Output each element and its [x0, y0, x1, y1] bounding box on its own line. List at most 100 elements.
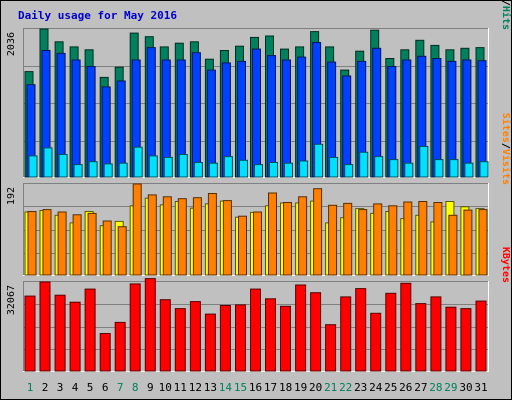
bar-files-day-12: [191, 52, 201, 178]
bar-files-day-15: [237, 60, 246, 178]
panel-legend: KBytes: [500, 247, 511, 283]
bar-pages-day-31: [479, 161, 489, 178]
x-tick-label-day-20: 20: [309, 381, 322, 394]
bar-pages-day-10: [163, 156, 173, 178]
bar-sites-day-13: [207, 193, 217, 276]
bar-sites-day-27: [418, 201, 428, 276]
bar-kbytes-day-9: [144, 278, 156, 372]
bar-pages-day-26: [404, 162, 414, 178]
bar-files-day-31: [477, 60, 487, 178]
bar-pages-day-4: [73, 164, 83, 178]
x-tick-label-day-19: 19: [294, 381, 307, 394]
bar-pages-day-27: [419, 146, 429, 178]
bar-sites-day-19: [298, 196, 308, 276]
bar-pages-day-25: [389, 159, 399, 178]
bar-files-day-30: [462, 59, 472, 178]
x-tick-label-day-2: 2: [42, 381, 49, 394]
bar-kbytes-day-15: [235, 304, 246, 372]
bar-pages-day-15: [239, 159, 248, 178]
bar-sites-day-16: [253, 211, 262, 276]
panel-legend: Pages/Files/Hits: [500, 0, 512, 30]
bar-pages-day-18: [284, 162, 293, 178]
panel-max-label: 192: [6, 187, 17, 205]
bar-kbytes-day-5: [84, 288, 96, 372]
x-tick-label-day-26: 26: [399, 381, 412, 394]
bar-kbytes-day-25: [385, 292, 397, 372]
bar-pages-day-21: [329, 156, 339, 178]
bar-files-day-7: [116, 80, 126, 178]
bar-kbytes-day-28: [430, 296, 442, 372]
bar-pages-day-20: [314, 143, 324, 178]
x-tick-label-day-24: 24: [369, 381, 383, 394]
chart-title: Daily usage for May 2016: [18, 9, 177, 22]
x-tick-label-day-1: 1: [27, 381, 34, 394]
bar-sites-day-15: [238, 215, 247, 276]
x-tick-label-day-13: 13: [204, 381, 217, 394]
bar-pages-day-24: [374, 156, 384, 178]
x-tick-label-day-29: 29: [444, 381, 457, 394]
bar-sites-day-12: [192, 197, 202, 276]
x-tick-label-day-16: 16: [249, 381, 262, 394]
bar-sites-day-6: [102, 220, 112, 276]
legend-item-3: Visits: [500, 149, 512, 185]
legend-item-5: Hits: [500, 6, 512, 30]
bar-kbytes-day-18: [280, 305, 291, 372]
bar-kbytes-day-17: [265, 298, 276, 372]
bar-files-day-5: [86, 66, 96, 178]
bar-files-day-13: [206, 69, 216, 178]
bar-files-day-26: [402, 59, 412, 178]
x-tick-label-day-4: 4: [72, 381, 79, 394]
bar-sites-day-23: [358, 209, 368, 276]
bar-pages-day-22: [344, 164, 354, 178]
bar-sites-day-9: [147, 194, 157, 276]
x-tick-label-day-14: 14: [219, 381, 233, 394]
bar-pages-day-13: [208, 162, 218, 178]
bar-sites-day-28: [433, 202, 443, 276]
bar-files-day-16: [252, 48, 261, 178]
legend-item-4: /: [500, 0, 511, 6]
x-tick-label-day-8: 8: [132, 381, 139, 394]
x-tick-label-day-3: 3: [57, 381, 64, 394]
bar-kbytes-day-22: [340, 296, 352, 372]
legend-item-2: /: [500, 143, 511, 149]
x-tick-label-day-11: 11: [174, 381, 187, 394]
bar-kbytes-day-11: [174, 308, 186, 372]
bar-pages-day-16: [254, 164, 263, 178]
x-tick-label-day-30: 30: [459, 381, 472, 394]
bar-kbytes-day-20: [310, 292, 322, 372]
bar-sites-day-7: [117, 226, 127, 276]
x-tick-label-day-7: 7: [117, 381, 124, 394]
bar-sites-day-26: [403, 201, 413, 276]
bar-sites-day-2: [42, 209, 52, 276]
bar-sites-day-18: [283, 202, 292, 276]
bar-kbytes-day-24: [370, 312, 382, 372]
bar-sites-day-29: [448, 214, 458, 276]
bar-sites-day-30: [463, 209, 473, 276]
bar-kbytes-day-19: [295, 284, 307, 372]
bar-sites-day-14: [222, 200, 232, 276]
bar-pages-day-5: [88, 161, 98, 178]
bar-kbytes-day-6: [99, 333, 111, 372]
bar-pages-day-7: [118, 162, 128, 178]
bar-kbytes-day-10: [159, 299, 171, 372]
bar-kbytes-day-27: [415, 303, 427, 372]
bar-kbytes-day-13: [204, 313, 216, 372]
legend-item-1: Sites: [500, 113, 512, 143]
bar-pages-day-19: [299, 160, 309, 178]
bar-sites-day-10: [162, 196, 172, 276]
panel-hits-files-pages: 2036 Pages/Files/Hits: [6, 0, 512, 178]
bar-pages-day-9: [148, 155, 158, 178]
bar-files-day-17: [267, 55, 276, 178]
bar-sites-day-1: [27, 211, 37, 276]
x-tick-label-day-10: 10: [159, 381, 172, 394]
bar-pages-day-11: [178, 154, 188, 178]
x-tick-label-day-22: 22: [339, 381, 352, 394]
x-tick-label-day-15: 15: [234, 381, 247, 394]
bar-pages-day-6: [103, 163, 113, 178]
bar-kbytes-day-14: [219, 305, 231, 372]
panel-kbytes: 32067 KBytes: [6, 247, 511, 372]
x-tick-label-day-21: 21: [324, 381, 337, 394]
x-tick-label-day-12: 12: [189, 381, 202, 394]
bar-kbytes-day-21: [325, 324, 337, 372]
